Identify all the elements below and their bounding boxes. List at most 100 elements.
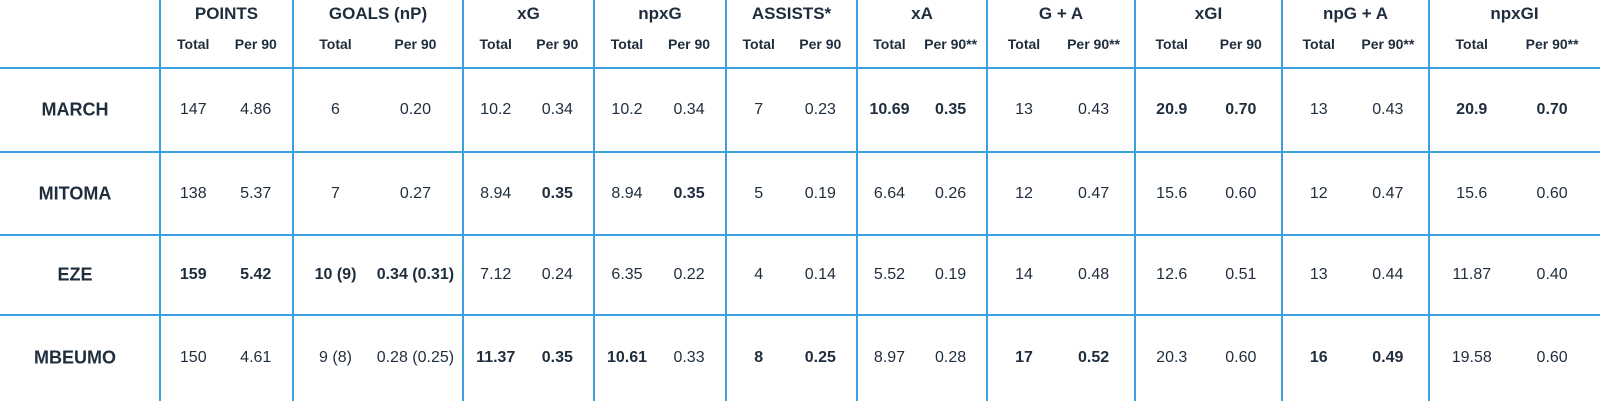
sub-header: Per 90 [1219, 36, 1262, 52]
stat-cell: 0.40 [1536, 266, 1568, 283]
sub-header: Total [1155, 36, 1188, 52]
row-divider [0, 151, 1600, 153]
stat-cell: 13 [1015, 101, 1033, 118]
stat-cell: 0.35 [935, 101, 967, 118]
stat-cell: 0.43 [1372, 101, 1404, 118]
stat-cell: 15.6 [1456, 184, 1488, 202]
group-header: G + A [1038, 4, 1084, 23]
stat-cell: 0.47 [1372, 184, 1404, 202]
sub-header: Total [177, 36, 210, 52]
stat-cell: 0.60 [1225, 184, 1257, 202]
stat-cell: 10.69 [869, 101, 910, 118]
stat-cell: 7.12 [480, 266, 512, 283]
stat-cell: 19.58 [1451, 349, 1492, 366]
group-header: npxG [638, 4, 682, 23]
stat-cell: 14 [1015, 266, 1033, 283]
group-header: npG + A [1322, 4, 1389, 23]
sub-header: Per 90** [1067, 36, 1121, 52]
column-divider [856, 0, 858, 401]
stat-cell: 0.24 [541, 266, 573, 283]
sub-header: Per 90** [1525, 36, 1579, 52]
stat-cell: 0.52 [1077, 349, 1110, 366]
stat-cell: 159 [179, 266, 207, 283]
stat-cell: 150 [179, 349, 207, 366]
stat-cell: 0.43 [1077, 101, 1110, 118]
player-name: MITOMA [38, 183, 112, 203]
group-header: xA [911, 4, 933, 23]
group-header: POINTS [194, 4, 259, 23]
column-divider [1281, 0, 1283, 401]
column-divider [292, 0, 294, 401]
stat-cell: 10.2 [480, 101, 512, 118]
stat-cell: 0.23 [804, 101, 836, 118]
stat-cell: 0.33 [673, 349, 705, 366]
stat-cell: 10.2 [611, 101, 643, 118]
group-header: npxGI [1490, 4, 1539, 23]
stat-cell: 0.20 [399, 101, 431, 118]
stat-cell: 0.27 [399, 184, 431, 202]
stat-cell: 0.48 [1077, 266, 1110, 283]
column-divider [593, 0, 595, 401]
sub-header: Per 90 [394, 36, 437, 52]
stat-cell: 5.37 [240, 184, 272, 202]
stat-cell: 0.35 [541, 184, 573, 202]
stat-cell: 5.42 [240, 266, 272, 283]
stat-cell: 138 [179, 184, 207, 202]
stat-cell: 6 [331, 101, 340, 118]
stat-cell: 6.64 [873, 184, 906, 202]
stat-cell: 6.35 [611, 266, 643, 283]
stat-cell: 9 (8) [319, 349, 352, 366]
stat-cell: 0.14 [804, 266, 836, 283]
sub-header: Per 90 [234, 36, 277, 52]
sub-header: Total [479, 36, 512, 52]
stat-cell: 13 [1309, 266, 1328, 283]
row-divider [0, 234, 1600, 236]
sub-header: Total [873, 36, 906, 52]
stat-cell: 0.47 [1077, 184, 1110, 202]
sub-header: Total [742, 36, 775, 52]
stat-cell: 0.35 [541, 349, 573, 366]
stat-cell: 0.60 [1225, 349, 1257, 366]
row-divider [0, 67, 1600, 69]
group-header: ASSISTS* [751, 4, 832, 23]
group-header: xG [517, 4, 540, 23]
sub-header: Per 90 [536, 36, 579, 52]
stat-cell: 11.37 [476, 349, 516, 366]
stat-cell: 20.9 [1456, 101, 1488, 118]
player-name: MARCH [41, 99, 109, 120]
stat-cell: 0.49 [1372, 349, 1404, 366]
player-name: MBEUMO [34, 347, 116, 368]
stat-cell: 0.70 [1536, 101, 1568, 118]
sub-header: Total [1455, 36, 1488, 52]
column-divider [725, 0, 727, 401]
stat-cell: 0.34 [673, 101, 705, 118]
column-divider [462, 0, 464, 401]
stat-cell: 12.6 [1156, 266, 1188, 283]
stat-cell: 0.22 [673, 266, 705, 283]
column-divider [986, 0, 988, 401]
stat-cell: 17 [1015, 349, 1033, 366]
stat-cell: 13 [1309, 101, 1328, 118]
column-divider [1428, 0, 1430, 401]
stat-cell: 0.25 [804, 349, 836, 366]
stat-cell: 10 (9) [314, 266, 357, 283]
stat-cell: 8.94 [611, 184, 643, 202]
player-name: EZE [57, 264, 93, 285]
stat-cell: 147 [179, 101, 207, 118]
stat-cell: 0.35 [673, 184, 705, 202]
stat-cell: 4 [754, 266, 764, 283]
stat-cell: 0.51 [1225, 266, 1257, 283]
stat-cell: 8.94 [480, 184, 512, 202]
column-divider [1134, 0, 1136, 401]
row-divider [0, 314, 1600, 316]
sub-header: Per 90 [668, 36, 711, 52]
stat-cell: 10.61 [606, 349, 648, 366]
stat-cell: 0.44 [1372, 266, 1404, 283]
stat-cell: 20.9 [1156, 101, 1188, 118]
stat-cell: 0.34 (0.31) [376, 266, 455, 283]
stat-cell: 0.19 [935, 266, 967, 283]
stat-cell: 20.3 [1156, 349, 1188, 366]
sub-header: Total [610, 36, 644, 52]
stat-cell: 5.52 [873, 266, 906, 283]
stat-cell: 7 [331, 184, 340, 202]
